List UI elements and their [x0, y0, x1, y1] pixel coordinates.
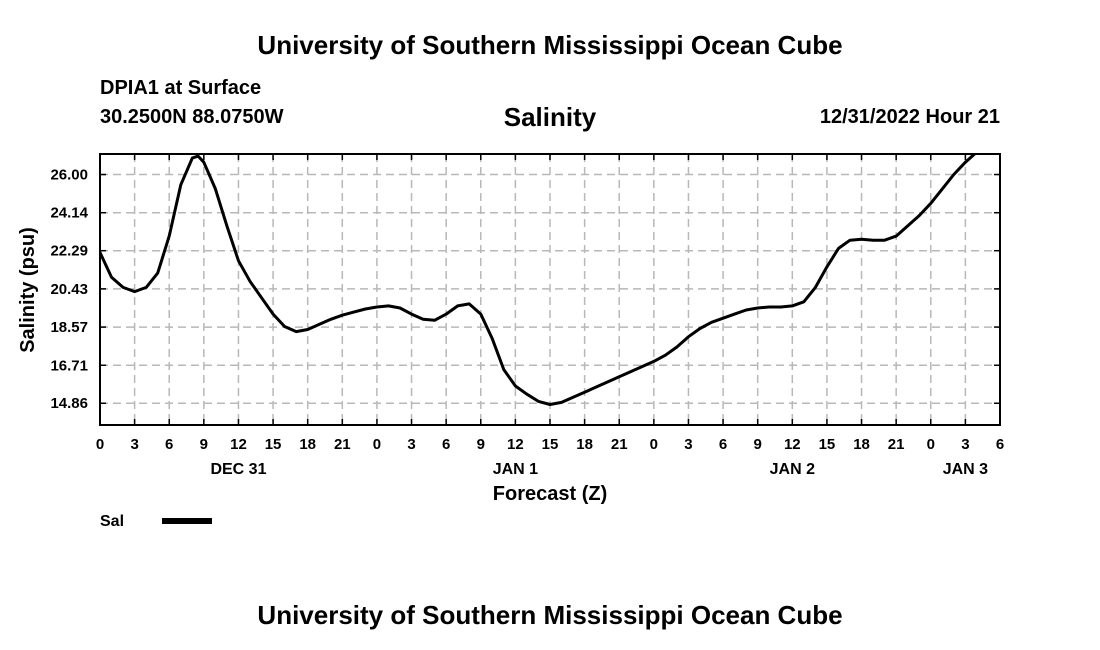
axis-ticks: 0 3 6 9 12 15 18 21 0 3 6 9 12 15 18 21 0 3 6 9 12 15 18 21 0 3 6 D… [50, 154, 1004, 478]
x-tick-label: 12 [230, 436, 247, 453]
y-tick-label: 18.57 [50, 319, 88, 336]
x-tick-label: 21 [611, 436, 628, 453]
x-tick-label: 9 [754, 436, 762, 453]
y-tick-label: 20.43 [50, 281, 88, 298]
x-tick-label: 6 [996, 436, 1004, 453]
day-label: JAN 1 [493, 461, 538, 478]
series-layer [100, 154, 977, 406]
station-coords: 30.2500N 88.0750W [100, 106, 284, 128]
x-tick-label: 0 [650, 436, 658, 453]
y-axis-label: Salinity (psu) [17, 227, 39, 353]
x-tick-label: 6 [719, 436, 727, 453]
y-tick-label: 14.86 [50, 395, 88, 412]
plot-frame [99, 153, 1001, 426]
page-title: University of Southern Mississippi Ocean… [257, 30, 843, 60]
series-line-sal [100, 154, 977, 406]
x-tick-label: 0 [373, 436, 381, 453]
footer-title: University of Southern Mississippi Ocean… [257, 600, 843, 630]
x-tick-label: 12 [507, 436, 524, 453]
x-tick-label: 0 [927, 436, 935, 453]
y-tick-label: 24.14 [50, 205, 88, 222]
day-label: JAN 2 [770, 461, 815, 478]
x-tick-label: 21 [888, 436, 905, 453]
chart-grid [100, 154, 1000, 425]
x-tick-label: 3 [961, 436, 969, 453]
x-tick-label: 15 [265, 436, 282, 453]
forecast-datetime: 12/31/2022 Hour 21 [819, 106, 1000, 128]
x-tick-label: 18 [853, 436, 870, 453]
x-axis-label: Forecast (Z) [493, 483, 607, 505]
x-tick-label: 6 [442, 436, 450, 453]
x-tick-label: 9 [200, 436, 208, 453]
x-tick-label: 9 [477, 436, 485, 453]
legend-label: Sal [100, 513, 124, 530]
chart-title: Salinity [503, 102, 597, 132]
y-tick-label: 22.29 [50, 243, 88, 260]
x-tick-label: 12 [784, 436, 801, 453]
x-tick-label: 21 [334, 436, 351, 453]
x-tick-label: 3 [130, 436, 138, 453]
y-tick-label: 26.00 [50, 167, 88, 184]
x-tick-label: 0 [96, 436, 104, 453]
x-tick-label: 18 [299, 436, 316, 453]
day-label: DEC 31 [210, 461, 266, 478]
x-tick-label: 18 [576, 436, 593, 453]
x-tick-label: 15 [542, 436, 559, 453]
station-label: DPIA1 at Surface [100, 77, 262, 99]
y-tick-label: 16.71 [50, 357, 88, 374]
x-tick-label: 6 [165, 436, 173, 453]
x-tick-label: 3 [407, 436, 415, 453]
x-tick-label: 3 [684, 436, 692, 453]
day-label: JAN 3 [943, 461, 988, 478]
x-tick-label: 15 [819, 436, 836, 453]
